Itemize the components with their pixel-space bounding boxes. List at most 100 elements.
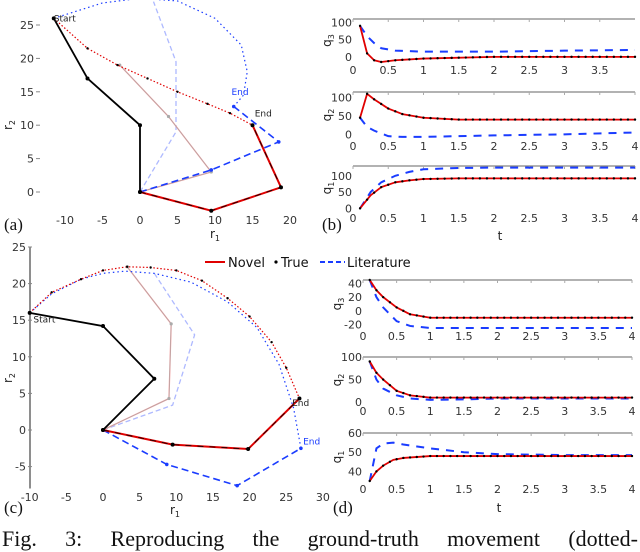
true-sample-point xyxy=(550,396,553,399)
x-tick-label: 3 xyxy=(561,64,568,77)
panel-label: (d) xyxy=(333,498,353,517)
x-tick-label: 4 xyxy=(629,330,636,343)
start-joint xyxy=(27,310,32,315)
true-sample-point xyxy=(528,177,531,180)
true-sample-point xyxy=(612,118,616,121)
y-axis-label: q2 xyxy=(320,109,336,122)
literature-joint xyxy=(299,446,303,451)
start-arm xyxy=(52,17,141,192)
y-tick-label: -20 xyxy=(344,319,362,332)
true-sample-point xyxy=(506,177,510,180)
x-tick-label: 20 xyxy=(283,214,297,227)
true-sample-point xyxy=(563,454,566,458)
start-joint xyxy=(152,376,157,381)
true-sample-point xyxy=(422,455,425,458)
true-sample-point xyxy=(630,454,634,458)
true-sample-point xyxy=(471,118,475,121)
true-sample-point xyxy=(577,177,580,180)
true-sample-point xyxy=(529,316,533,319)
x-tick-label: 2 xyxy=(494,483,501,496)
novel-end-arm xyxy=(139,124,283,212)
x-axis-label: t xyxy=(497,501,502,515)
true-sample-point xyxy=(610,316,614,319)
x-tick-label: 3.5 xyxy=(590,405,608,418)
true-sample-point xyxy=(388,301,392,304)
true-sample-point xyxy=(605,118,608,121)
y-tick-label: 100 xyxy=(331,92,352,105)
true-sample-point xyxy=(489,396,492,399)
true-sample-point xyxy=(570,396,573,399)
true-sample-point xyxy=(415,178,418,181)
true-sample-point xyxy=(380,102,383,106)
start-joint xyxy=(138,123,142,128)
true-trajectory-point xyxy=(50,291,53,294)
x-tick-label: 3.5 xyxy=(591,140,609,153)
literature-end-arm xyxy=(139,105,281,193)
true-sample-point xyxy=(610,454,614,458)
x-tick-label: 3.5 xyxy=(590,483,608,496)
true-sample-point xyxy=(464,118,467,121)
x-tick-label: 10 xyxy=(208,214,222,227)
true-sample-point xyxy=(415,455,418,459)
literature-series xyxy=(359,166,635,209)
true-sample-point xyxy=(528,55,531,59)
true-trajectory-point xyxy=(206,102,209,106)
true-sample-point xyxy=(422,57,425,60)
x-tick-label: 3 xyxy=(561,330,568,343)
true-sample-point xyxy=(457,177,460,180)
true-sample-point xyxy=(462,316,466,319)
y-tick-label: -5 xyxy=(15,461,26,474)
literature-joint xyxy=(231,104,236,109)
x-tick-label: 0 xyxy=(350,140,357,153)
x-tick-label: 1.5 xyxy=(455,483,473,496)
true-sample-point xyxy=(387,183,390,186)
true-trajectory-point xyxy=(175,269,178,272)
true-sample-point xyxy=(542,177,545,180)
true-sample-point xyxy=(529,454,533,458)
true-sample-point xyxy=(478,118,482,121)
true-sample-point xyxy=(536,396,540,399)
true-sample-point xyxy=(506,118,510,121)
x-tick-label: 1 xyxy=(427,405,434,418)
y-tick-label: 0 xyxy=(355,305,362,318)
true-sample-point xyxy=(598,118,601,121)
true-sample-point xyxy=(449,454,452,458)
true-sample-point xyxy=(523,454,526,458)
x-tick-label: 0 xyxy=(360,483,367,496)
x-axis-label: r1 xyxy=(170,503,180,519)
y-tick-label: 100 xyxy=(331,170,352,183)
true-sample-point xyxy=(408,114,411,117)
y-axis-label: q3 xyxy=(330,298,346,311)
x-tick-label: 2.5 xyxy=(521,140,539,153)
true-sample-point xyxy=(435,316,439,319)
true-sample-point xyxy=(550,316,553,319)
start-joint xyxy=(85,76,90,81)
y-tick-label: 20 xyxy=(20,52,34,65)
literature-trajectory xyxy=(29,270,302,449)
x-tick-label: 4 xyxy=(632,140,639,153)
true-sample-point xyxy=(387,107,390,110)
x-tick-label: 5 xyxy=(136,491,143,504)
true-sample-point xyxy=(443,177,446,180)
x-tick-label: 25 xyxy=(279,491,293,504)
true-trajectory-point xyxy=(200,279,204,282)
true-trajectory-point xyxy=(79,278,83,281)
novel-series xyxy=(359,177,635,209)
x-tick-label: 2.5 xyxy=(522,483,540,496)
true-sample-point xyxy=(489,316,492,319)
true-sample-point xyxy=(492,177,496,180)
true-sample-point xyxy=(516,316,519,319)
true-sample-point xyxy=(509,454,513,458)
true-trajectory-point xyxy=(176,90,179,94)
y-tick-label: 5 xyxy=(19,387,26,400)
true-sample-point xyxy=(381,295,385,299)
true-sample-point xyxy=(543,396,546,399)
legend-true-swatch xyxy=(274,260,278,264)
true-sample-point xyxy=(528,118,531,121)
true-sample-point xyxy=(556,316,560,319)
true-sample-point xyxy=(478,177,482,180)
true-sample-point xyxy=(590,454,593,458)
